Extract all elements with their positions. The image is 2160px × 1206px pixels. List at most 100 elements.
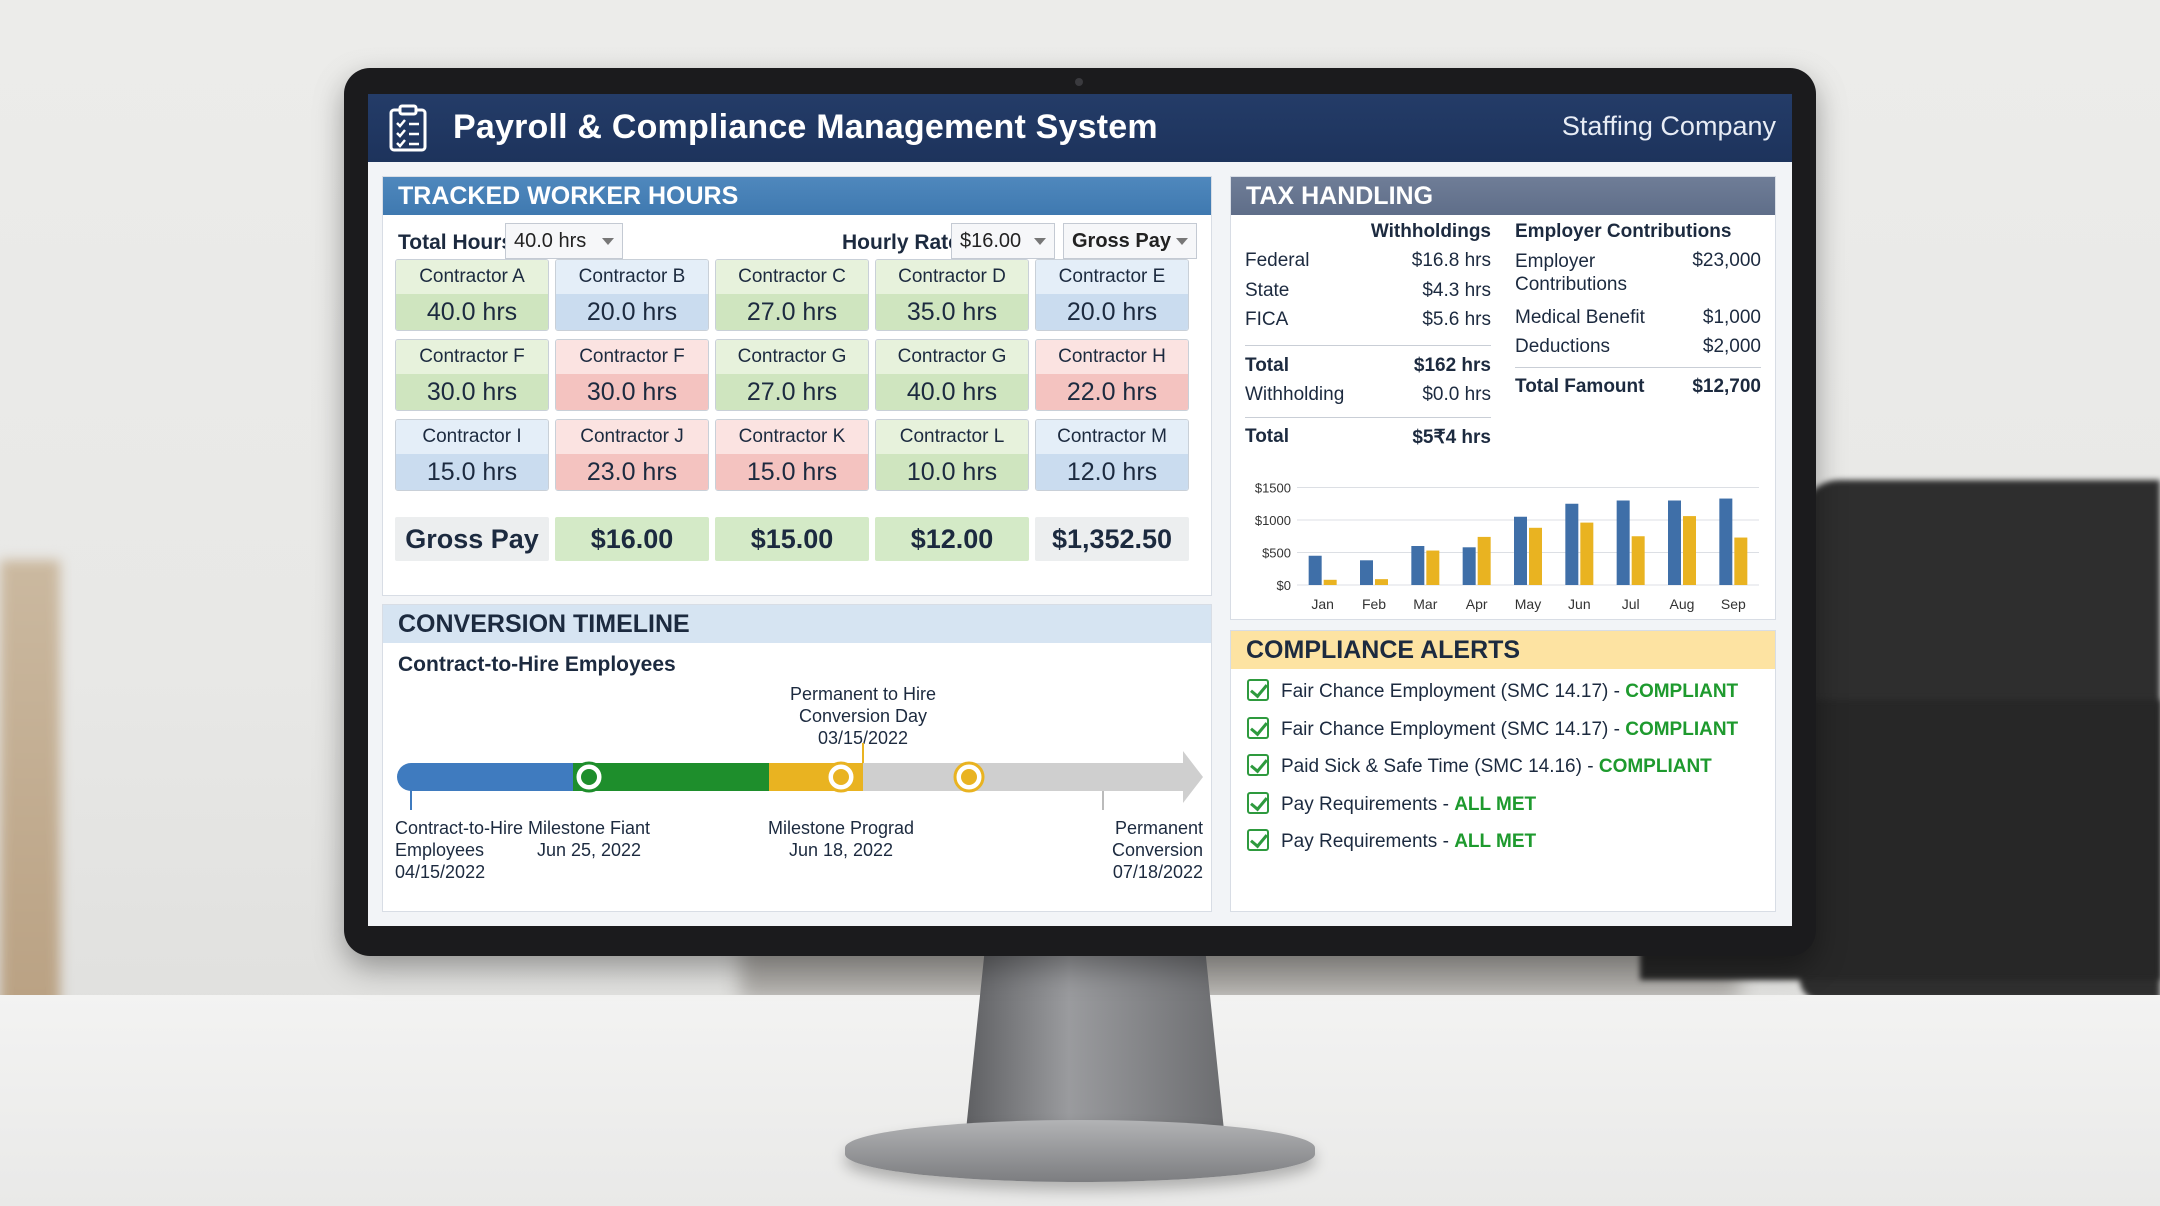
compliance-item[interactable]: Paid Sick & Safe Time (SMC 14.16) - COMP… (1247, 752, 1712, 782)
gross-pay-value: $16.00 (555, 517, 709, 561)
timeline-segment-green (573, 763, 773, 791)
employer-contributions-title: Employer Contributions (1515, 221, 1732, 242)
timeline-point-start-line-2: Employees (395, 840, 485, 860)
timeline-point-start-line-1: Contract-to-Hire (395, 818, 524, 838)
gross-pay-select[interactable]: Gross Pay (1063, 223, 1197, 259)
bar (1616, 500, 1630, 585)
contractor-hours: 20.0 hrs (556, 294, 708, 330)
x-tick-label: Apr (1466, 596, 1488, 612)
contractor-hours: 22.0 hrs (1036, 374, 1188, 410)
x-tick-label: Sep (1721, 596, 1746, 612)
contractor-card[interactable]: Contractor E 20.0 hrs (1035, 259, 1189, 331)
withholdings-title: Withholdings (1370, 221, 1491, 242)
withholding-value: $0.0 hrs (1422, 384, 1491, 405)
withholding-label: Withholding (1245, 384, 1345, 405)
contractor-name: Contractor A (396, 260, 548, 294)
contractor-name: Contractor B (556, 260, 708, 294)
chevron-down-icon (602, 238, 614, 245)
withholding-value-state: $4.3 hrs (1422, 280, 1491, 301)
total-famount-label: Total Famount (1515, 376, 1645, 397)
timeline-track (397, 743, 1203, 810)
gross-pay-value: $1,352.50 (1035, 517, 1189, 561)
contractor-card[interactable]: Contractor K 15.0 hrs (715, 419, 869, 491)
contractor-name: Contractor G (876, 340, 1028, 374)
compliance-title: COMPLIANCE ALERTS (1231, 631, 1775, 669)
contractor-name: Contractor H (1036, 340, 1188, 374)
milestone-marker-dot (833, 769, 849, 785)
contractor-card[interactable]: Contractor D 35.0 hrs (875, 259, 1029, 331)
checkbox-checked-icon[interactable] (1247, 754, 1269, 776)
checkbox-checked-icon[interactable] (1247, 679, 1269, 701)
contractor-card[interactable]: Contractor H 22.0 hrs (1035, 339, 1189, 411)
contractor-card[interactable]: Contractor C 27.0 hrs (715, 259, 869, 331)
employer-label-medical: Medical Benefit (1515, 307, 1645, 328)
hourly-rate-value: $16.00 (960, 230, 1022, 252)
bar (1477, 536, 1491, 585)
contractor-card[interactable]: Contractor M 12.0 hrs (1035, 419, 1189, 491)
contractor-card[interactable]: Contractor I 15.0 hrs (395, 419, 549, 491)
conversion-timeline-panel: CONVERSION TIMELINE Contract-to-Hire Emp… (382, 604, 1212, 912)
x-tick-label: Jun (1568, 596, 1591, 612)
x-tick-label: Aug (1670, 596, 1695, 612)
timeline-point-start-date: 04/15/2022 (395, 862, 486, 882)
y-tick-label: $0 (1277, 578, 1291, 593)
compliance-item[interactable]: Fair Chance Employment (SMC 14.17) - COM… (1247, 677, 1738, 707)
compliance-item[interactable]: Pay Requirements - ALL MET (1247, 790, 1536, 820)
contractor-card[interactable]: Contractor L 10.0 hrs (875, 419, 1029, 491)
divider (1245, 345, 1491, 346)
timeline-point-end: Permanent Conversion 07/18/2022 (1063, 817, 1203, 883)
contractor-card[interactable]: Contractor G 40.0 hrs (875, 339, 1029, 411)
contractor-hours: 35.0 hrs (876, 294, 1028, 330)
bar (1668, 500, 1681, 585)
checkbox-checked-icon[interactable] (1247, 716, 1269, 739)
total-hours-value: 40.0 hrs (514, 230, 587, 252)
contractor-card[interactable]: Contractor G 27.0 hrs (715, 339, 869, 411)
timeline-arrow (863, 751, 1203, 803)
withholding-label-federal: Federal (1245, 250, 1310, 271)
contractor-card[interactable]: Contractor F 30.0 hrs (555, 339, 709, 411)
monitor-stand-neck (965, 940, 1225, 1140)
checkbox-checked-icon[interactable] (1247, 829, 1269, 851)
withholding-value-fica: $5.6 hrs (1422, 309, 1491, 330)
total-label-2: Total (1245, 426, 1289, 447)
compliance-status: COMPLIANT (1625, 718, 1739, 740)
contractor-hours: 10.0 hrs (876, 454, 1028, 490)
camera-icon (1075, 78, 1083, 86)
tracked-hours-panel: TRACKED WORKER HOURS Total Hours 40.0 hr… (382, 176, 1212, 596)
contractor-name: Contractor E (1036, 260, 1188, 294)
compliance-item[interactable]: Pay Requirements - ALL MET (1247, 827, 1536, 857)
compliance-alerts-panel: COMPLIANCE ALERTS Fair Chance Employment… (1230, 630, 1776, 912)
hourly-rate-select[interactable]: $16.00 (951, 223, 1055, 259)
total-value: $162 hrs (1413, 355, 1491, 376)
compliance-status: COMPLIANT (1625, 681, 1739, 702)
withholding-label-fica: FICA (1245, 309, 1289, 330)
timeline-title: CONVERSION TIMELINE (383, 605, 1211, 643)
checkbox-checked-icon[interactable] (1247, 791, 1269, 814)
compliance-item-label: Paid Sick & Safe Time (SMC 14.16) - (1281, 756, 1599, 777)
compliance-status: COMPLIANT (1598, 756, 1712, 777)
contractor-card[interactable]: Contractor B 20.0 hrs (555, 259, 709, 331)
timeline-point-fiant-date: Jun 25, 2022 (536, 840, 642, 860)
tracked-hours-title: TRACKED WORKER HOURS (383, 177, 1211, 215)
contractor-name: Contractor D (876, 260, 1028, 294)
timeline-point-end-line-2: Conversion (1111, 840, 1203, 860)
chevron-down-icon (1034, 238, 1046, 245)
total-label: Total (1245, 355, 1289, 376)
divider (1515, 367, 1761, 368)
contractor-name: Contractor M (1036, 420, 1188, 454)
screen: Payroll & Compliance Management System S… (368, 94, 1792, 926)
contractor-name: Contractor L (876, 420, 1028, 454)
timeline-point-prograd-line-1: Milestone Prograd (767, 818, 915, 838)
compliance-status: ALL MET (1454, 831, 1537, 852)
bar (1580, 522, 1594, 585)
total-hours-select[interactable]: 40.0 hrs (505, 223, 623, 259)
conversion-day-label: Permanent to Hire Conversion Day 03/15/2… (783, 683, 943, 749)
timeline-point-end-line-1: Permanent (1114, 818, 1203, 838)
contractor-card[interactable]: Contractor A 40.0 hrs (395, 259, 549, 331)
contractor-card[interactable]: Contractor J 23.0 hrs (555, 419, 709, 491)
compliance-item[interactable]: Fair Chance Employment (SMC 14.17) - COM… (1247, 715, 1738, 745)
gross-pay-value: $12.00 (875, 517, 1029, 561)
contractor-hours: 15.0 hrs (716, 454, 868, 490)
contractor-card[interactable]: Contractor F 30.0 hrs (395, 339, 549, 411)
contractor-name: Contractor C (716, 260, 868, 294)
